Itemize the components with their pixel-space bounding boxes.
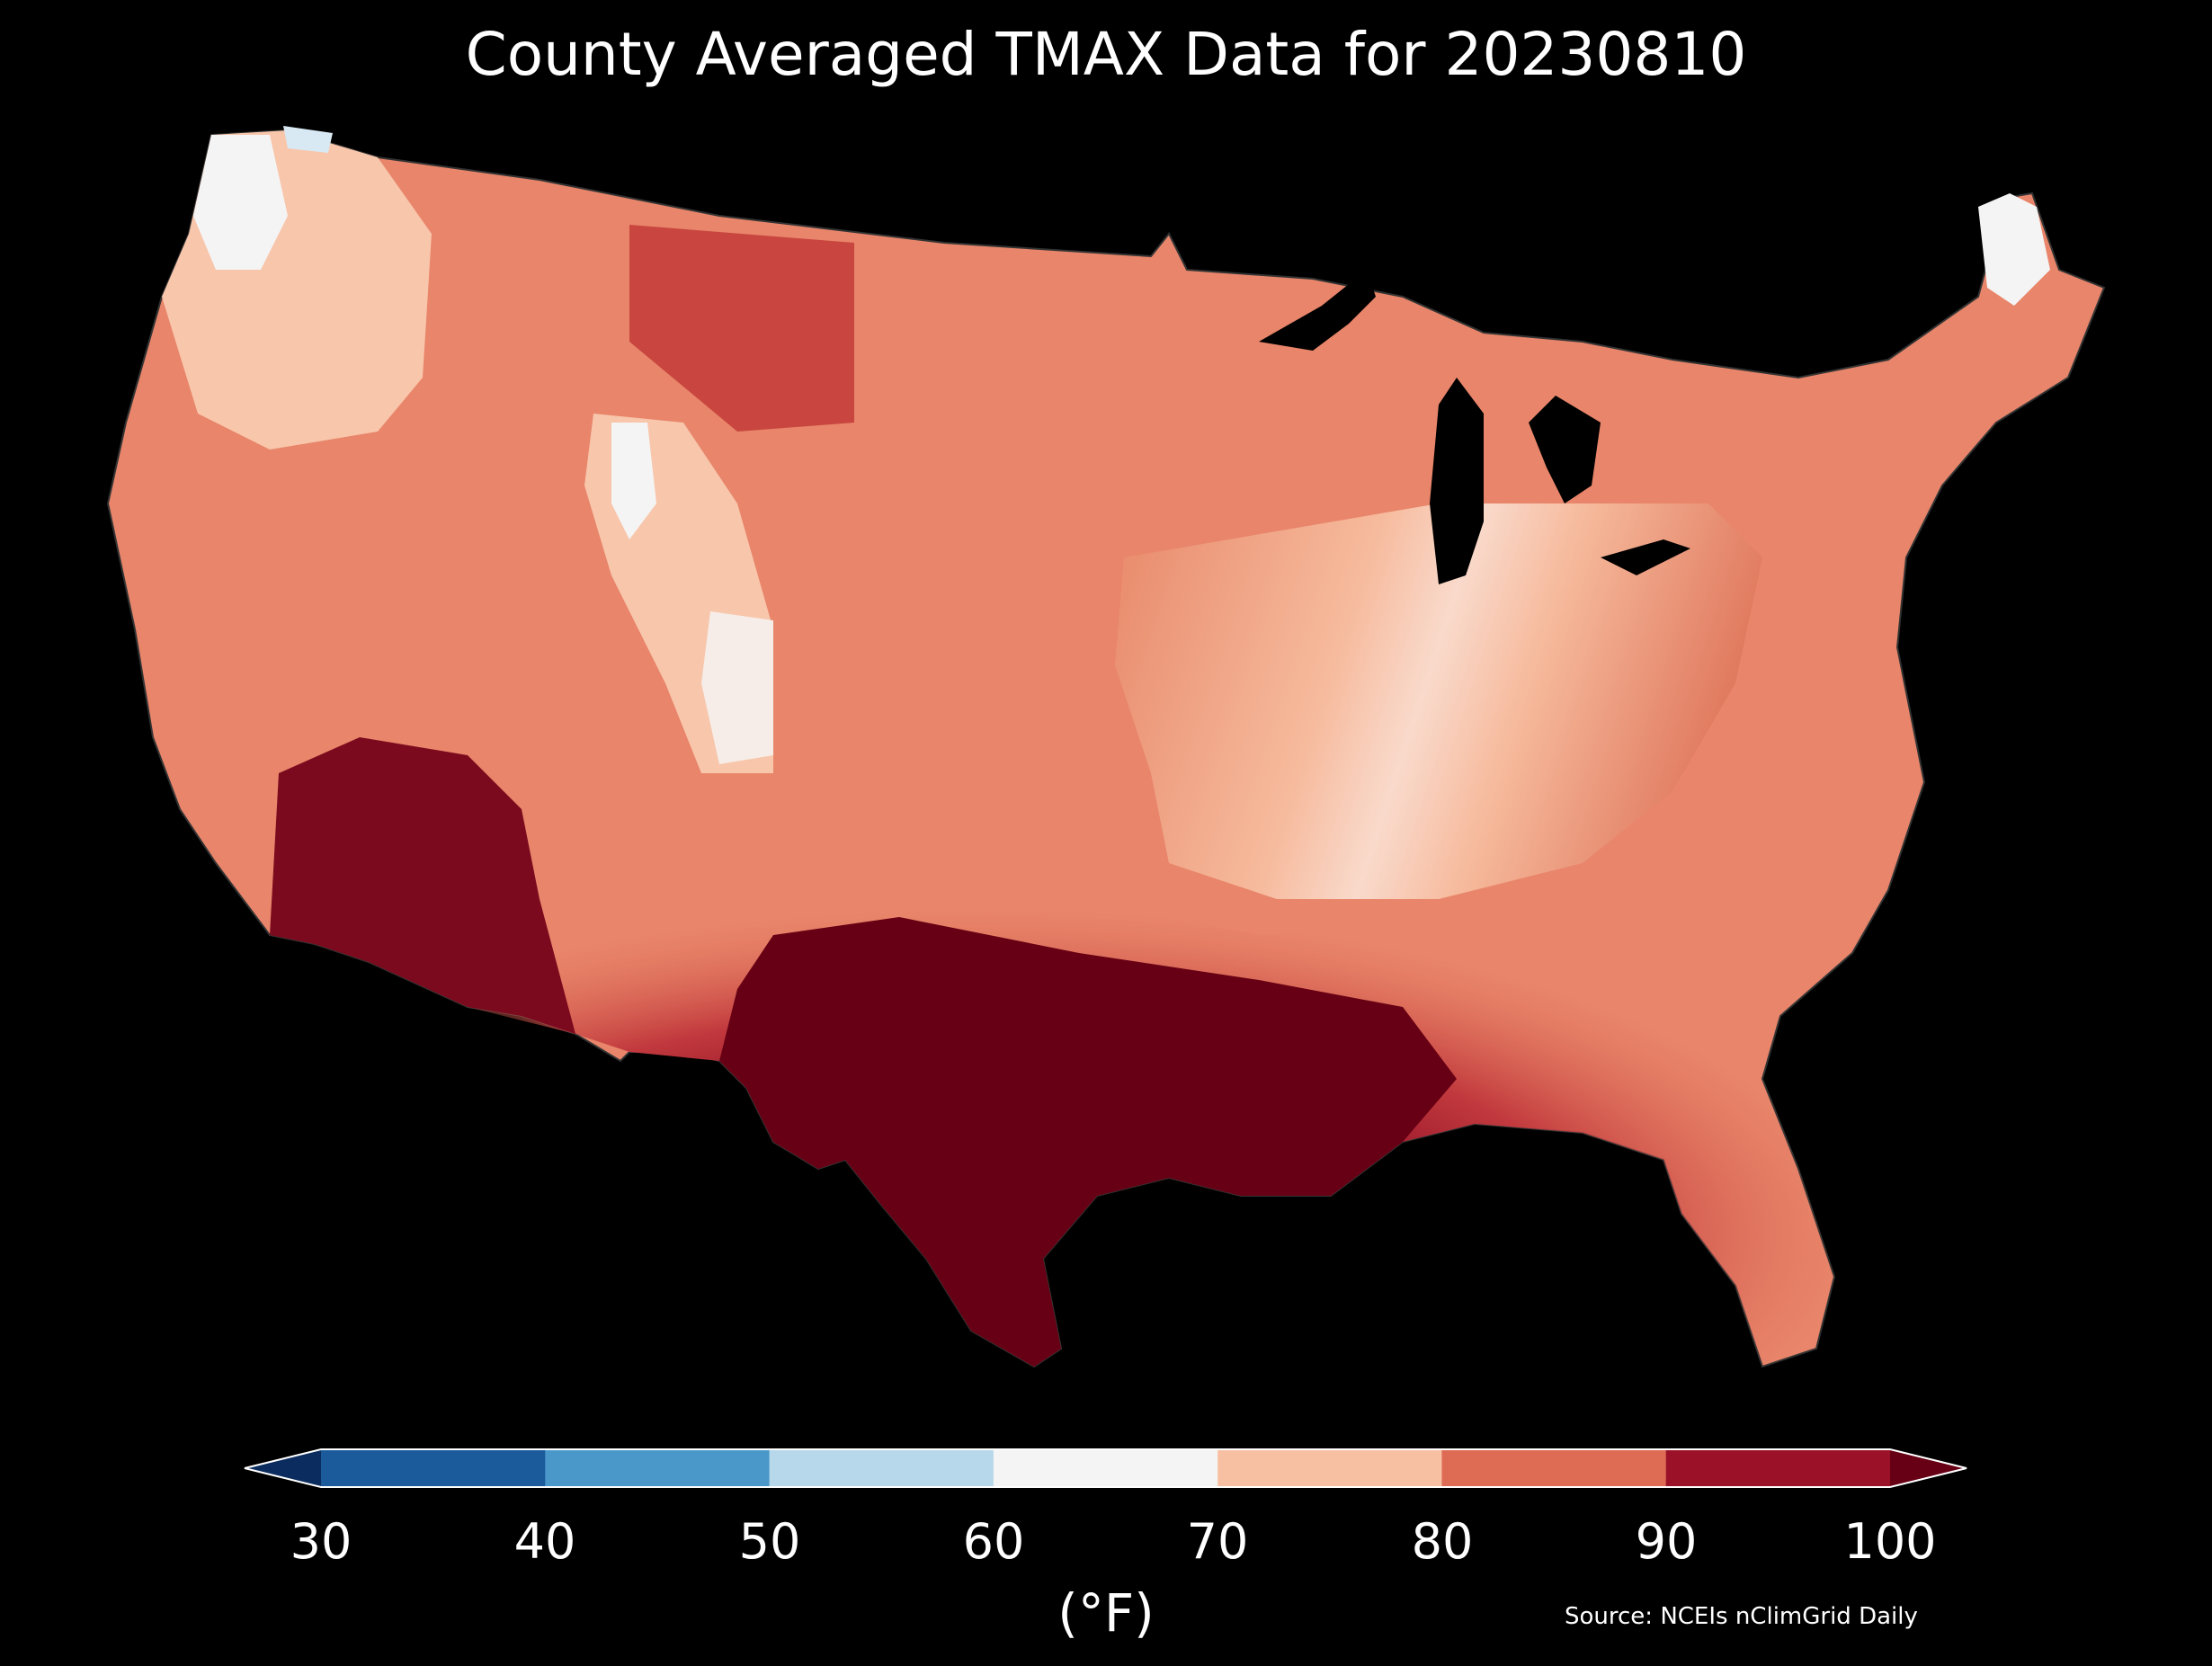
southwest-desert-heat [270,737,575,1034]
montana-hot [629,225,854,432]
colorbar-outline [244,1448,1967,1488]
colorbar-tick-40: 40 [513,1513,576,1570]
colorbar-extend-high [1890,1449,1967,1487]
colorbar-bin-70-80 [1217,1449,1442,1487]
colorbar-tick-60: 60 [962,1513,1025,1570]
lake-huron [1529,396,1601,503]
lake-michigan [1430,378,1484,584]
colorado-cool [701,611,773,764]
colorbar-bin-90-100 [1665,1449,1891,1487]
puget-light-blue [283,126,333,153]
colorbar-tick-90: 90 [1635,1513,1698,1570]
colorbar-bin-40-50 [545,1449,771,1487]
lake-erie [1601,539,1690,575]
lake-superior [1259,270,1376,351]
colorbar-bin-80-90 [1441,1449,1667,1487]
colorbar-unit-label: (°F) [1057,1582,1155,1644]
colorbar-tick-80: 80 [1411,1513,1474,1570]
extreme-heat-core [719,917,1457,1367]
east-cool-band [1115,503,1762,899]
colorbar-tick-30: 30 [290,1513,352,1570]
colorbar-extend-low [245,1449,321,1487]
colorbar-tick-50: 50 [738,1513,801,1570]
source-credit: Source: NCEIs nClimGrid Daily [1565,1603,1918,1630]
maine-cool [1978,193,2050,306]
rockies-coolest [611,423,656,539]
colorbar-tick-70: 70 [1186,1513,1249,1570]
map-title: County Averaged TMAX Data for 20230810 [465,20,1747,89]
colorbar-bin-30-40 [321,1449,546,1487]
colorbar-bin-50-60 [769,1449,995,1487]
colorbar-bin-60-70 [993,1449,1218,1487]
coastal-cool [193,135,288,270]
colorbar-tick-100: 100 [1843,1513,1937,1570]
